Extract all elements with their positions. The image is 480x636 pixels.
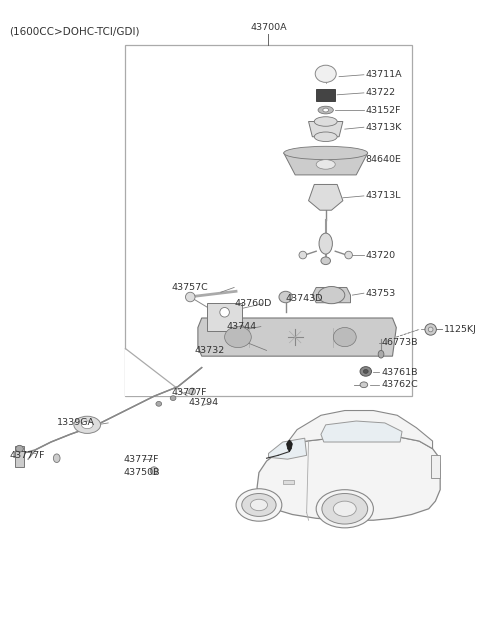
Bar bbox=[15, 446, 24, 467]
Polygon shape bbox=[283, 410, 432, 448]
Text: 43732: 43732 bbox=[194, 346, 224, 355]
Text: 43711A: 43711A bbox=[366, 70, 402, 80]
Ellipse shape bbox=[242, 494, 276, 516]
Ellipse shape bbox=[333, 328, 356, 347]
Ellipse shape bbox=[333, 501, 356, 516]
Ellipse shape bbox=[345, 251, 352, 259]
Ellipse shape bbox=[363, 370, 368, 373]
Ellipse shape bbox=[360, 382, 368, 387]
Text: 43760D: 43760D bbox=[234, 299, 272, 308]
Bar bbox=[125, 45, 411, 396]
Ellipse shape bbox=[74, 416, 101, 433]
Ellipse shape bbox=[425, 324, 436, 335]
Polygon shape bbox=[284, 153, 368, 175]
Polygon shape bbox=[287, 440, 292, 452]
Polygon shape bbox=[312, 287, 350, 303]
Bar bbox=[431, 455, 440, 478]
Text: 43152F: 43152F bbox=[366, 106, 401, 114]
Text: 43777F: 43777F bbox=[171, 388, 207, 397]
Ellipse shape bbox=[239, 326, 245, 333]
Bar bbox=[283, 480, 294, 484]
Text: 43777F: 43777F bbox=[123, 455, 159, 464]
Ellipse shape bbox=[360, 366, 372, 376]
Ellipse shape bbox=[319, 233, 332, 254]
Polygon shape bbox=[321, 421, 402, 442]
Ellipse shape bbox=[220, 308, 229, 317]
Ellipse shape bbox=[428, 327, 433, 332]
Ellipse shape bbox=[299, 251, 307, 259]
Text: 43757C: 43757C bbox=[171, 283, 208, 292]
Polygon shape bbox=[198, 318, 396, 356]
Ellipse shape bbox=[323, 108, 329, 112]
Ellipse shape bbox=[318, 287, 345, 304]
Ellipse shape bbox=[236, 488, 282, 521]
Text: 43743D: 43743D bbox=[286, 294, 323, 303]
Ellipse shape bbox=[150, 467, 158, 474]
Text: 1125KJ: 1125KJ bbox=[444, 325, 477, 334]
Ellipse shape bbox=[189, 388, 195, 395]
Text: 43750B: 43750B bbox=[123, 468, 160, 477]
Ellipse shape bbox=[53, 454, 60, 462]
Text: (1600CC>DOHC-TCI/GDI): (1600CC>DOHC-TCI/GDI) bbox=[9, 26, 140, 36]
Ellipse shape bbox=[321, 257, 331, 265]
Text: 43794: 43794 bbox=[188, 398, 218, 408]
Ellipse shape bbox=[156, 401, 162, 406]
Ellipse shape bbox=[185, 293, 195, 302]
Text: 43722: 43722 bbox=[366, 88, 396, 97]
Text: 43744: 43744 bbox=[227, 322, 257, 331]
Text: 43700A: 43700A bbox=[250, 23, 287, 32]
Ellipse shape bbox=[82, 421, 93, 429]
Polygon shape bbox=[125, 349, 187, 396]
Ellipse shape bbox=[318, 106, 333, 114]
Ellipse shape bbox=[251, 499, 267, 511]
Ellipse shape bbox=[316, 160, 335, 169]
Text: 43753: 43753 bbox=[366, 289, 396, 298]
Text: 43713L: 43713L bbox=[366, 191, 401, 200]
Ellipse shape bbox=[279, 291, 292, 303]
Ellipse shape bbox=[284, 146, 368, 160]
Ellipse shape bbox=[314, 132, 337, 142]
Text: 43713K: 43713K bbox=[366, 123, 402, 132]
Polygon shape bbox=[268, 438, 307, 459]
Polygon shape bbox=[257, 436, 440, 520]
Text: 84640E: 84640E bbox=[366, 155, 402, 164]
Text: 43761B: 43761B bbox=[381, 368, 418, 377]
Bar bbox=[207, 303, 242, 331]
Text: 43720: 43720 bbox=[366, 251, 396, 259]
Ellipse shape bbox=[225, 326, 252, 347]
Ellipse shape bbox=[378, 350, 384, 358]
Ellipse shape bbox=[322, 494, 368, 524]
Ellipse shape bbox=[315, 66, 336, 83]
Ellipse shape bbox=[16, 445, 24, 452]
Text: 46773B: 46773B bbox=[381, 338, 418, 347]
Bar bbox=[316, 89, 335, 100]
Polygon shape bbox=[309, 121, 343, 137]
Polygon shape bbox=[309, 184, 343, 211]
Ellipse shape bbox=[316, 490, 373, 528]
Text: 43762C: 43762C bbox=[381, 380, 418, 389]
Ellipse shape bbox=[314, 117, 337, 127]
Ellipse shape bbox=[170, 396, 176, 401]
Text: 1339GA: 1339GA bbox=[57, 418, 95, 427]
Text: 43777F: 43777F bbox=[9, 451, 45, 460]
